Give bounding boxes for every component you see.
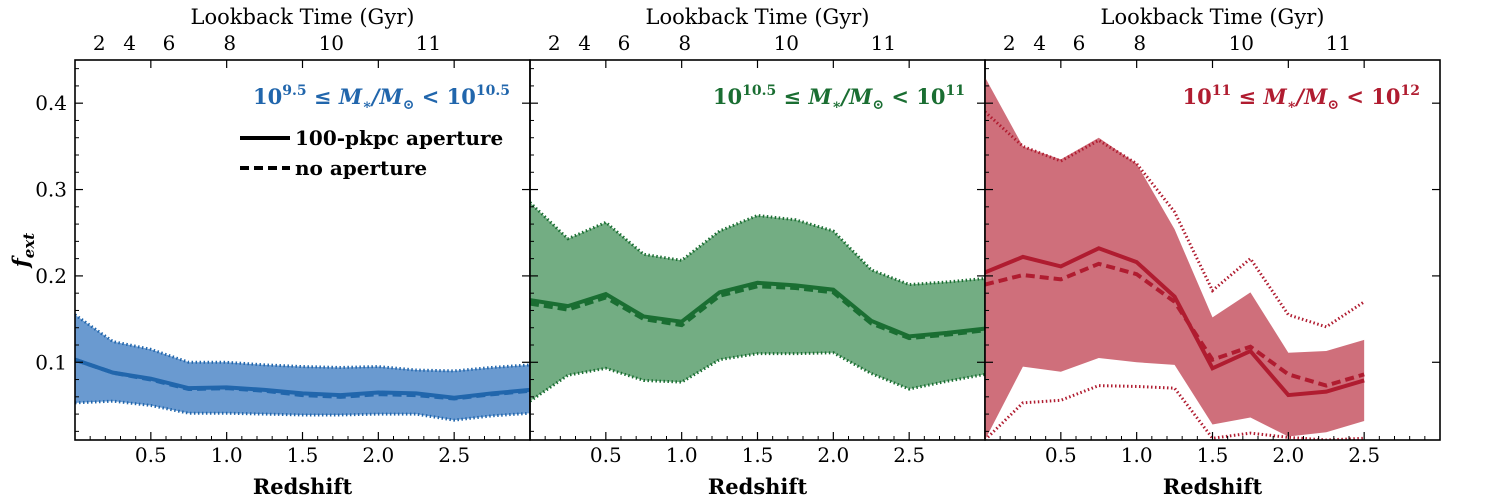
panel-title-part: 11 — [1212, 83, 1231, 99]
band-lower-dotted — [530, 351, 985, 403]
x-tick-label: 2.5 — [1348, 443, 1380, 467]
top-axis-title: Lookback Time (Gyr) — [646, 5, 870, 29]
x-tick-label: 1.0 — [1121, 443, 1153, 467]
panel-title-part: 10 — [1183, 84, 1212, 109]
panel-title: 109.5 ≤ M∗/M⊙ < 1010.5 — [253, 83, 510, 113]
panel-title-part: 9.5 — [282, 83, 306, 99]
x-tick-label: 2.0 — [817, 443, 849, 467]
top-tick-label: 6 — [618, 31, 631, 55]
plot-area — [985, 77, 1365, 440]
top-tick-label: 6 — [163, 31, 176, 55]
y-tick-label: 0.2 — [35, 264, 67, 288]
x-tick-label: 0.5 — [135, 443, 167, 467]
top-tick-label: 4 — [578, 31, 591, 55]
top-tick-label: 4 — [1033, 31, 1046, 55]
y-tick-label: 0.3 — [35, 178, 67, 202]
x-tick-label: 2.5 — [438, 443, 470, 467]
x-axis-title: Redshift — [1163, 474, 1263, 499]
panel-title: 1010.5 ≤ M∗/M⊙ < 1011 — [713, 83, 965, 113]
panels-layer: 0.5 1.0 1.5 2.0 2.50.10.20.30.42 4 6 8 10 11Lookb… — [35, 5, 1441, 499]
y-tick-label: 0.4 — [35, 91, 67, 115]
top-tick-label: 6 — [1073, 31, 1086, 55]
labels-layer: fext — [8, 233, 38, 270]
y-axis-label: fext — [8, 233, 38, 270]
series-no-aperture — [985, 261, 1365, 388]
x-tick-label: 1.5 — [287, 443, 319, 467]
panel-title-part: /M — [370, 84, 404, 109]
panel-title-part: 10.5 — [476, 83, 510, 99]
series-aperture — [530, 280, 985, 339]
band-upper-dotted — [75, 313, 530, 373]
top-tick-label: 10 — [1229, 31, 1254, 55]
scatter-band — [530, 202, 985, 402]
panel-title-part: ∗ — [1287, 97, 1297, 113]
panel-title-part: ∗ — [362, 97, 372, 113]
x-tick-label: 0.5 — [590, 443, 622, 467]
top-tick-label: 10 — [319, 31, 344, 55]
top-tick-label: 4 — [123, 31, 136, 55]
x-tick-label: 1.5 — [1197, 443, 1229, 467]
top-tick-label: 2 — [1003, 31, 1016, 55]
top-tick-label: 2 — [548, 31, 561, 55]
y-tick-label: 0.1 — [35, 350, 67, 374]
y-axis-label-subscript: ext — [20, 233, 38, 258]
band-lower-dotted — [75, 399, 530, 422]
scatter-band — [985, 77, 1365, 440]
panel-title-part: 11 — [946, 83, 965, 99]
panel-title-part: 12 — [1401, 83, 1420, 99]
panel-title-part: ⊙ — [872, 97, 884, 113]
panel-title-part: ≤ M — [776, 84, 832, 109]
top-tick-label: 2 — [93, 31, 106, 55]
panel-1: 0.5 1.0 1.5 2.0 2.5 0.1 0.2 0.3 0.4 2 4 6 8 10 11Lookb… — [35, 5, 531, 499]
series-aperture — [985, 246, 1365, 398]
plot-area — [75, 313, 530, 422]
top-tick-label: 11 — [871, 31, 896, 55]
panel-title-part: /M — [1294, 84, 1328, 109]
panel-title-part: < 10 — [884, 84, 945, 109]
panel-title-part: ⊙ — [403, 97, 415, 113]
top-axis-title: Lookback Time (Gyr) — [191, 5, 415, 29]
band-upper-dotted — [985, 110, 1365, 329]
panel-title-part: ∗ — [832, 97, 842, 113]
top-tick-label: 11 — [416, 31, 441, 55]
top-tick-label: 8 — [223, 31, 236, 55]
panel-title-part: < 10 — [414, 84, 475, 109]
panel-title-part: 10 — [253, 84, 282, 109]
series-aperture — [75, 357, 530, 400]
top-tick-label: 11 — [1326, 31, 1351, 55]
x-tick-label: 2.0 — [1272, 443, 1304, 467]
top-tick-label: 8 — [1133, 31, 1146, 55]
top-tick-label: 8 — [678, 31, 691, 55]
legend-label: no aperture — [295, 156, 427, 180]
panel-title-part: ≤ M — [307, 84, 363, 109]
x-tick-label: 1.0 — [211, 443, 243, 467]
legend-label: 100-pkpc aperture — [295, 126, 503, 150]
x-axis-title: Redshift — [253, 474, 353, 499]
x-axis-title: Redshift — [708, 474, 808, 499]
plot-area — [530, 201, 985, 403]
panel-title: 1011 ≤ M∗/M⊙ < 1012 — [1183, 83, 1420, 113]
legend: 100-pkpc aperture no aperture — [240, 126, 503, 180]
x-tick-label: 2.0 — [362, 443, 394, 467]
top-axis-title: Lookback Time (Gyr) — [1101, 5, 1325, 29]
x-tick-label: 0.5 — [1045, 443, 1077, 467]
x-tick-label: 2.5 — [893, 443, 925, 467]
panel-title-part: ≤ M — [1231, 84, 1287, 109]
panel-title-part: ⊙ — [1327, 97, 1339, 113]
panel-title-part: < 10 — [1339, 84, 1400, 109]
top-tick-label: 10 — [774, 31, 799, 55]
x-tick-label: 1.0 — [666, 443, 698, 467]
panel-title-part: 10.5 — [742, 83, 776, 99]
panel-title-part: 10 — [713, 84, 742, 109]
x-tick-label: 1.5 — [742, 443, 774, 467]
panel-title-part: /M — [839, 84, 873, 109]
